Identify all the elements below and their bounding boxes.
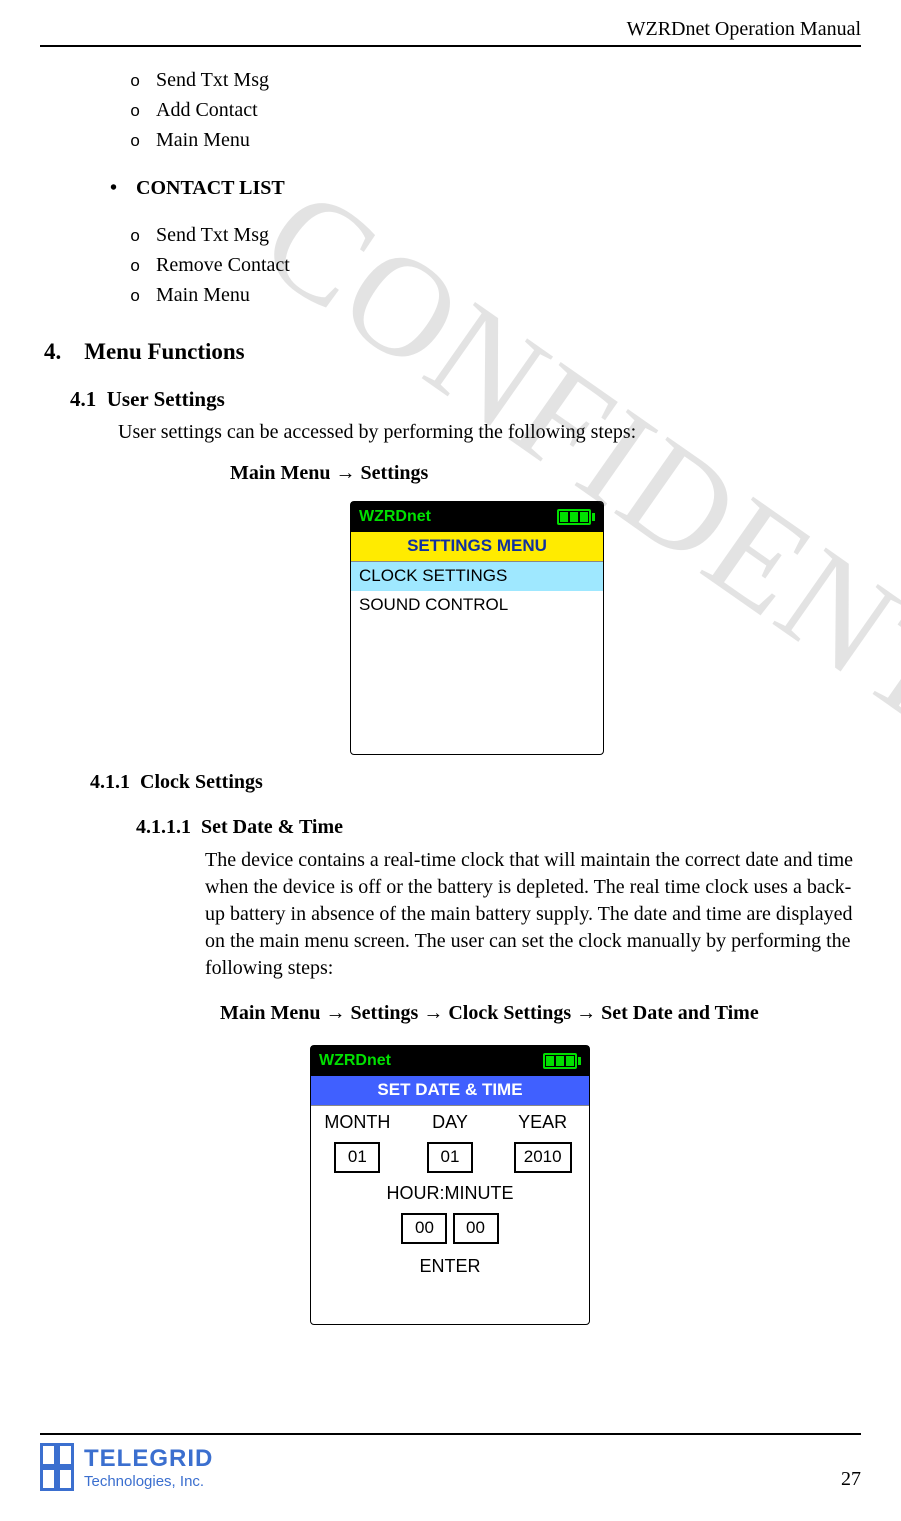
list-item: Main Menu	[130, 282, 861, 310]
logo-line2: Technologies, Inc.	[84, 1473, 213, 1490]
label-enter: ENTER	[311, 1248, 589, 1284]
list-item: Send Txt Msg	[130, 67, 861, 95]
header-title: WZRDnet Operation Manual	[40, 0, 861, 41]
battery-icon	[543, 1053, 581, 1069]
heading-text: User Settings	[107, 387, 225, 411]
device-statusbar: WZRDnet	[351, 502, 603, 532]
device-row-sound-control: SOUND CONTROL	[351, 591, 603, 620]
nav-path-2: Main Menu → Settings → Clock Settings → …	[220, 1000, 861, 1027]
heading-4: 4. Menu Functions	[44, 336, 861, 367]
value-month: 01	[334, 1142, 380, 1173]
content: Send Txt Msg Add Contact Main Menu CONTA…	[40, 67, 861, 1325]
label-hour-minute: HOUR:MINUTE	[311, 1177, 589, 1209]
logo: TELEGRID Technologies, Inc.	[40, 1443, 213, 1491]
value-minute: 00	[453, 1213, 499, 1244]
date-table: MONTH DAY YEAR 01 01 2010 HOUR:MINUTE 00…	[311, 1106, 589, 1285]
list-item: Add Contact	[130, 97, 861, 125]
device-title: SETTINGS MENU	[351, 532, 603, 562]
list-item: Remove Contact	[130, 252, 861, 280]
heading-text: Set Date & Time	[201, 816, 343, 838]
list-item-contact-list: CONTACT LIST	[110, 175, 861, 202]
heading-4-1-1: 4.1.1 Clock Settings	[90, 769, 861, 796]
page: CONFIDENTIAL WZRDnet Operation Manual Se…	[0, 0, 901, 1521]
heading-4-1-1-1: 4.1.1.1 Set Date & Time	[136, 814, 861, 841]
logo-line1: TELEGRID	[84, 1445, 213, 1473]
heading-num: 4.1.1	[90, 771, 130, 793]
device-row-clock-settings: CLOCK SETTINGS	[351, 562, 603, 591]
device-settings-menu: WZRDnet SETTINGS MENU CLOCK SETTINGS SOU…	[350, 501, 604, 755]
heading-num: 4.1.1.1	[136, 816, 191, 838]
value-year: 2010	[514, 1142, 572, 1173]
heading-text: Menu Functions	[84, 339, 244, 364]
label-month: MONTH	[311, 1106, 404, 1138]
label-year: YEAR	[496, 1106, 589, 1138]
battery-icon	[557, 509, 595, 525]
value-hour: 00	[401, 1213, 447, 1244]
nav-path-1: Main Menu → Settings	[230, 460, 861, 487]
heading-4-1: 4.1 User Settings	[70, 385, 861, 413]
label-day: DAY	[404, 1106, 497, 1138]
list-item: Main Menu	[130, 127, 861, 155]
device-set-date-time: WZRDnet SET DATE & TIME MONTH DAY YEAR 0…	[310, 1045, 590, 1325]
body-4-1-1-1: The device contains a real-time clock th…	[205, 847, 857, 982]
footer: TELEGRID Technologies, Inc. 27	[40, 1433, 861, 1491]
sublist-2: Send Txt Msg Remove Contact Main Menu	[130, 222, 861, 310]
list-item: Send Txt Msg	[130, 222, 861, 250]
device-brand: WZRDnet	[319, 1050, 391, 1072]
device-title: SET DATE & TIME	[311, 1076, 589, 1106]
header-rule	[40, 45, 861, 47]
page-number: 27	[841, 1468, 861, 1491]
device-brand: WZRDnet	[359, 506, 431, 528]
sublist-1: Send Txt Msg Add Contact Main Menu	[130, 67, 861, 155]
heading-text: Clock Settings	[140, 771, 263, 793]
heading-num: 4.1	[70, 387, 96, 411]
body-4-1: User settings can be accessed by perform…	[118, 419, 861, 446]
device-statusbar: WZRDnet	[311, 1046, 589, 1076]
value-day: 01	[427, 1142, 473, 1173]
heading-num: 4.	[44, 339, 61, 364]
logo-icon	[40, 1443, 74, 1491]
bullet-list: CONTACT LIST	[110, 175, 861, 202]
